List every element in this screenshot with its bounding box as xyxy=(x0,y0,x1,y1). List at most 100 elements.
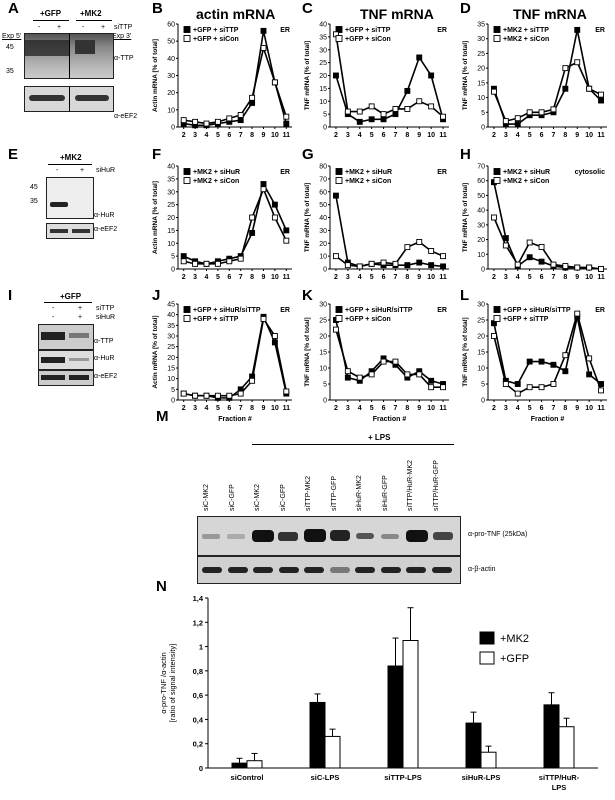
x-tick-label: 5 xyxy=(370,405,374,412)
data-point xyxy=(538,109,545,116)
data-point xyxy=(226,258,233,265)
e-antibody-eef2: α-eEF2 xyxy=(94,226,118,233)
data-point xyxy=(586,371,593,378)
data-point xyxy=(416,98,423,105)
y-axis-label: TNF mRNA [% of total] xyxy=(304,183,311,252)
title-d: TNF mRNA xyxy=(513,6,587,22)
x-tick-label: 4 xyxy=(516,274,520,281)
data-point xyxy=(249,229,256,236)
x-tick-label: 2 xyxy=(492,405,496,412)
data-point xyxy=(260,315,267,322)
legend-label: +GFP + siCon xyxy=(193,36,239,43)
data-point xyxy=(428,262,435,269)
data-point xyxy=(333,192,339,199)
x-tick-label: 4 xyxy=(516,405,520,412)
data-point xyxy=(550,381,557,387)
y-tick-label: 20 xyxy=(477,334,485,341)
a-mw-35: 35 xyxy=(6,68,14,75)
series-line xyxy=(183,45,288,125)
data-point xyxy=(502,242,509,249)
bar xyxy=(309,701,326,769)
x-tick-label: 4 xyxy=(205,274,209,281)
y-tick-label: 5 xyxy=(481,382,485,389)
x-tick-label: 5 xyxy=(528,132,532,139)
y-tick-label: 30 xyxy=(167,73,175,80)
x-tick-label: 7 xyxy=(239,274,243,281)
data-point xyxy=(260,181,267,187)
series-line xyxy=(493,29,602,125)
y-tick-label: 0 xyxy=(171,398,175,405)
x-tick-label: 7 xyxy=(393,132,397,139)
data-point xyxy=(368,103,375,110)
legend-label: +GFP + siHuR/siTTP xyxy=(345,307,413,314)
data-point xyxy=(574,59,581,66)
y-tick-label: 30 xyxy=(319,228,327,235)
y-tick-label: 50 xyxy=(167,39,175,46)
y-axis-label: Actin mRNA [% of total] xyxy=(152,39,159,112)
data-point xyxy=(283,388,290,395)
y-tick-label: 25 xyxy=(319,318,327,325)
data-point xyxy=(226,115,233,122)
i-row2-sign-1: - xyxy=(52,314,55,321)
x-tick-label: 5 xyxy=(370,274,374,281)
i-group-gfp: +GFP xyxy=(60,292,82,301)
y-tick-label: 15 xyxy=(319,86,327,93)
x-tick-label: 7 xyxy=(393,405,397,412)
y-tick-label: 15 xyxy=(477,350,485,357)
data-point xyxy=(368,371,375,378)
data-point xyxy=(514,121,521,128)
data-point xyxy=(416,54,423,61)
legend-marker xyxy=(335,26,343,33)
m-actin-band xyxy=(202,567,222,573)
x-tick-label: 9 xyxy=(575,132,579,139)
x-tick-label: 2 xyxy=(334,405,338,412)
y-tick-label: 35 xyxy=(319,34,327,41)
data-point xyxy=(550,361,557,368)
data-point xyxy=(192,118,199,125)
corner-label: ER xyxy=(437,307,447,314)
data-point xyxy=(180,117,187,124)
data-point xyxy=(526,384,533,391)
x-tick-label: 11 xyxy=(439,405,447,412)
x-tick-label: 6 xyxy=(382,274,386,281)
x-tick-label: 7 xyxy=(551,405,555,412)
data-point xyxy=(214,260,221,267)
m-antibody-pro-tnf: α-pro-TNF (25kDa) xyxy=(468,531,528,538)
a-exp-right: Exp 3' xyxy=(112,33,132,40)
bar xyxy=(402,640,419,769)
legend-marker xyxy=(335,168,343,175)
legend-marker xyxy=(493,168,501,175)
e-mw-35: 35 xyxy=(30,198,38,205)
m-lane-label: siC-GFP xyxy=(228,484,236,511)
corner-label: ER xyxy=(595,307,605,314)
m-actin-band xyxy=(406,567,426,573)
x-tick-label: 5 xyxy=(216,132,220,139)
a-group-gfp: +GFP xyxy=(40,9,62,18)
category-label: siHuR-LPS xyxy=(462,773,501,782)
m-lane-label: siC-MK2 xyxy=(254,484,261,511)
a-blot-eef2 xyxy=(24,86,114,112)
data-point xyxy=(180,253,187,260)
legend-label: +GFP + siHuR/siTTP xyxy=(193,307,261,314)
legend-label: +MK2 + siTTP xyxy=(503,27,549,34)
series-line xyxy=(493,310,602,395)
x-tick-label: 9 xyxy=(417,274,421,281)
x-tick-label: 4 xyxy=(358,132,362,139)
a-exp-left: Exp 5' xyxy=(2,33,22,40)
series-line xyxy=(183,316,288,397)
i-antibody-eef2: α-eEF2 xyxy=(94,373,118,380)
panel-label-e: E xyxy=(8,146,19,163)
corner-label: ER xyxy=(437,27,447,34)
y-tick-label: 40 xyxy=(167,56,175,63)
x-tick-label: 5 xyxy=(370,132,374,139)
legend-label: +GFP + siTTP xyxy=(193,27,239,34)
y-axis-label: Actin mRNA [% of total] xyxy=(152,315,159,388)
x-tick-label: 10 xyxy=(427,274,435,281)
y-tick-label: 20 xyxy=(477,66,485,73)
y-tick-label: 35 xyxy=(167,323,175,330)
data-point xyxy=(416,239,423,245)
a-sittp-sign-3: - xyxy=(82,24,85,31)
legend-marker xyxy=(493,26,501,33)
a-antibody-ttp: α-TTP xyxy=(114,55,134,62)
y-tick-label: 0,6 xyxy=(193,691,203,700)
